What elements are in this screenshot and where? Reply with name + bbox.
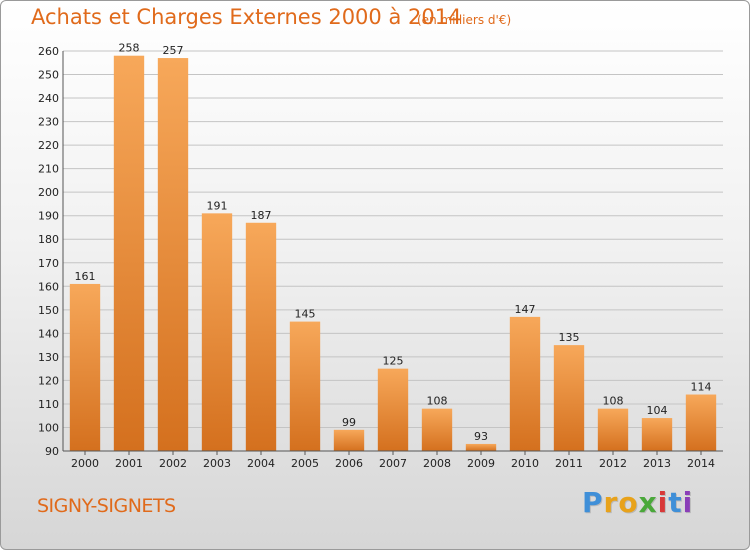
bars: 161 258 257 191 187 145 99 125 108 93 147 135 108 104… bbox=[69, 42, 717, 452]
y-tick-label: 160 bbox=[38, 280, 59, 293]
x-tick-label: 2007 bbox=[379, 457, 407, 470]
bar-value-label: 125 bbox=[383, 355, 404, 368]
x-tick-label: 2000 bbox=[71, 457, 99, 470]
x-tick-label: 2004 bbox=[247, 457, 275, 470]
logo-letter: i bbox=[682, 486, 694, 519]
bar-value-label: 258 bbox=[119, 42, 140, 55]
bar-2010 bbox=[509, 316, 541, 451]
bar-value-label: 147 bbox=[515, 303, 536, 316]
bar-2007 bbox=[377, 368, 409, 451]
x-tick-label: 2009 bbox=[467, 457, 495, 470]
logo-letter: o bbox=[618, 486, 639, 519]
axes bbox=[62, 51, 723, 452]
bar-value-label: 257 bbox=[163, 44, 184, 57]
x-axis-ticks: 2000 2001 2002 2003 2004 2005 2006 2007 2008 2009… bbox=[71, 451, 715, 470]
x-tick-label: 2013 bbox=[643, 457, 671, 470]
x-tick-label: 2002 bbox=[159, 457, 187, 470]
bar-value-label: 108 bbox=[603, 395, 624, 408]
x-tick-label: 2010 bbox=[511, 457, 539, 470]
bar-2003 bbox=[201, 213, 233, 451]
bar-value-label: 108 bbox=[427, 395, 448, 408]
y-tick-label: 170 bbox=[38, 257, 59, 270]
bar-2013 bbox=[641, 418, 673, 451]
bar-2008 bbox=[421, 408, 453, 451]
y-tick-label: 150 bbox=[38, 304, 59, 317]
bar-value-label: 191 bbox=[207, 199, 228, 212]
y-tick-label: 180 bbox=[38, 233, 59, 246]
y-tick-label: 230 bbox=[38, 116, 59, 129]
bar-2011 bbox=[553, 345, 585, 451]
logo-letter: x bbox=[638, 486, 658, 519]
y-tick-label: 250 bbox=[38, 69, 59, 82]
y-tick-label: 240 bbox=[38, 92, 59, 105]
y-tick-label: 200 bbox=[38, 186, 59, 199]
y-tick-label: 130 bbox=[38, 351, 59, 364]
bar-value-label: 161 bbox=[75, 270, 96, 283]
y-tick-label: 220 bbox=[38, 139, 59, 152]
x-tick-label: 2014 bbox=[687, 457, 715, 470]
bar-2001 bbox=[113, 55, 145, 452]
y-tick-label: 210 bbox=[38, 163, 59, 176]
x-tick-label: 2011 bbox=[555, 457, 583, 470]
bar-2005 bbox=[289, 321, 321, 451]
proxiti-logo[interactable]: Proxiti bbox=[582, 486, 693, 519]
bar-value-label: 114 bbox=[691, 381, 712, 394]
y-tick-label: 100 bbox=[38, 421, 59, 434]
logo-letter: r bbox=[603, 486, 619, 519]
y-tick-label: 110 bbox=[38, 398, 59, 411]
y-tick-label: 140 bbox=[38, 327, 59, 340]
chart-subtitle: (en milliers d'€) bbox=[417, 13, 512, 27]
x-tick-label: 2006 bbox=[335, 457, 363, 470]
bar-2000 bbox=[69, 283, 101, 451]
y-tick-label: 90 bbox=[45, 445, 59, 458]
bar-2009 bbox=[465, 443, 497, 451]
bar-value-label: 187 bbox=[251, 209, 272, 222]
y-tick-label: 190 bbox=[38, 210, 59, 223]
y-axis-ticks: 90 100 110 120 130 140 150 160 170 180 190 200 210 22… bbox=[38, 45, 59, 458]
logo-letter: i bbox=[657, 486, 669, 519]
bar-value-label: 145 bbox=[295, 308, 316, 321]
x-tick-label: 2001 bbox=[115, 457, 143, 470]
bar-2012 bbox=[597, 408, 629, 451]
bar-value-label: 99 bbox=[342, 416, 356, 429]
commune-name: SIGNY-SIGNETS bbox=[37, 495, 176, 517]
x-tick-label: 2005 bbox=[291, 457, 319, 470]
bar-2014 bbox=[685, 394, 717, 451]
bar-value-label: 93 bbox=[474, 430, 488, 443]
logo-letter: P bbox=[582, 486, 604, 519]
y-tick-label: 120 bbox=[38, 374, 59, 387]
x-tick-label: 2003 bbox=[203, 457, 231, 470]
bar-2004 bbox=[245, 222, 277, 451]
bar-value-label: 104 bbox=[647, 404, 668, 417]
x-tick-label: 2008 bbox=[423, 457, 451, 470]
chart-title: Achats et Charges Externes 2000 à 2014 bbox=[31, 5, 462, 29]
bar-value-label: 135 bbox=[559, 331, 580, 344]
x-tick-label: 2012 bbox=[599, 457, 627, 470]
logo-letter: t bbox=[668, 486, 683, 519]
bar-2002 bbox=[157, 58, 189, 451]
bar-2006 bbox=[333, 429, 365, 451]
y-tick-label: 260 bbox=[38, 45, 59, 58]
